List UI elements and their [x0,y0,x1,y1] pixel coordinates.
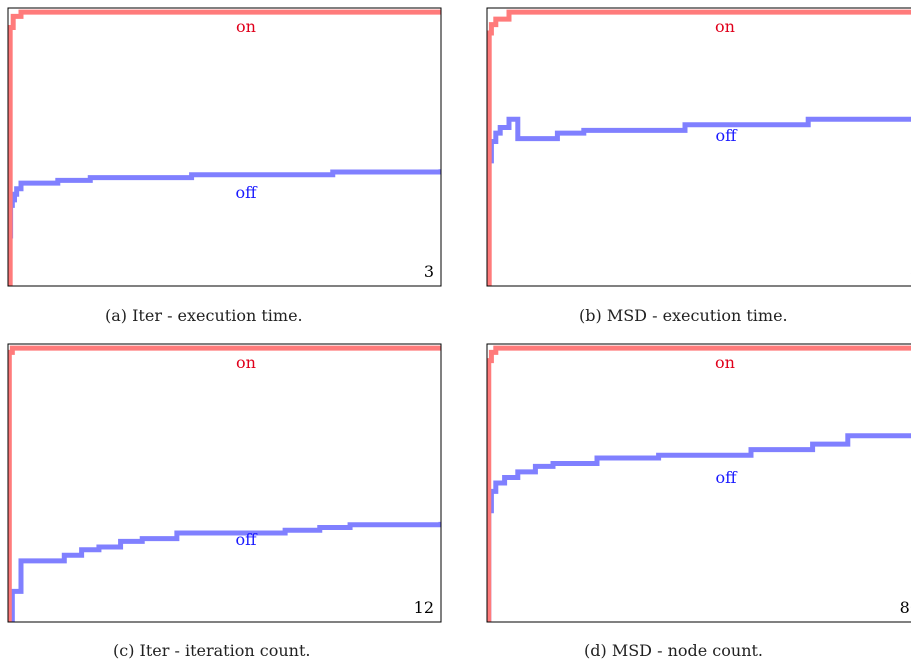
series-label-on: on [715,353,735,372]
series-label-off: off [716,126,739,145]
plot-frame [486,7,911,287]
caption-c: (c) Iter - iteration count. [113,641,311,660]
series-on-line [487,345,911,622]
plot-frame [486,343,911,623]
plot-frame [7,7,442,287]
series-on-line [8,9,441,286]
series-off-line [8,169,441,286]
panel-a: on off 3 [7,7,442,287]
series-on-line [487,9,911,286]
series-label-on: on [236,17,256,36]
corner-label: 80 [900,598,911,617]
corner-label: 12 [414,598,434,617]
series-off-line [487,433,911,622]
caption-d: (d) MSD - node count. [584,641,764,660]
series-label-off: off [236,183,259,202]
corner-label: 3 [424,262,434,281]
panel-c: on off 12 [7,343,442,623]
series-label-off: off [716,468,739,487]
caption-b: (b) MSD - execution time. [579,306,788,325]
corner-label: 8 [910,262,911,281]
panel-d: on off 80 [486,343,911,623]
series-off-line [487,116,911,286]
panel-b: on off 8 [486,7,911,287]
series-on-line [8,345,441,622]
series-off-line [8,521,441,622]
series-label-on: on [236,353,256,372]
caption-a: (a) Iter - execution time. [105,306,303,325]
plot-frame [7,343,442,623]
series-label-off: off [236,530,259,549]
series-label-on: on [715,17,735,36]
